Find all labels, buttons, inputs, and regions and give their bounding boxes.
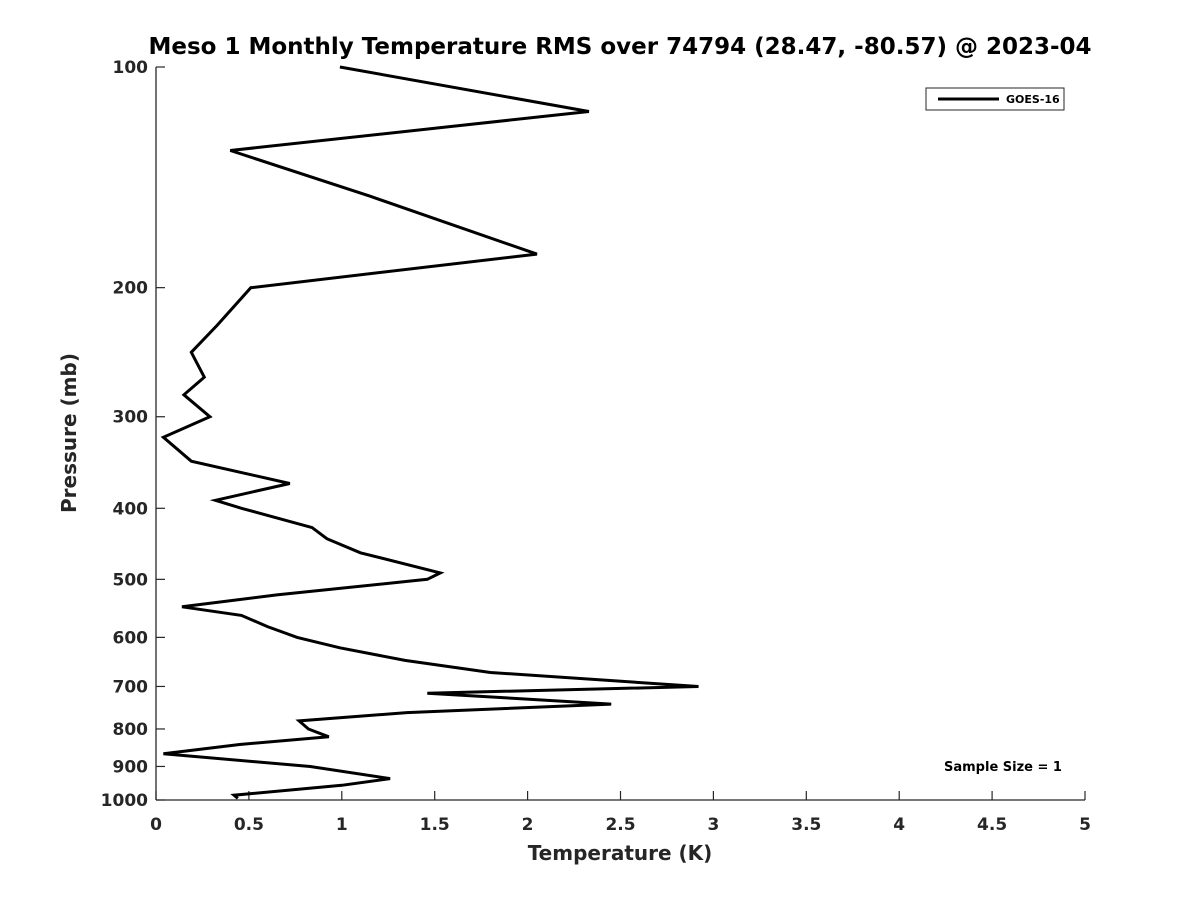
x-tick-label: 0 <box>150 815 162 835</box>
legend: GOES-16 <box>925 87 1065 111</box>
plot-area: 0 0.5 1 1.5 2 2.5 3 3.5 4 4.5 5 100 200 300 400 500 600… <box>101 58 1091 835</box>
y-tick-label: 500 <box>113 570 149 590</box>
series-layer <box>160 65 699 800</box>
y-axis-label: Pressure (mb) <box>57 353 81 513</box>
x-tick-label: 1 <box>336 815 348 835</box>
chart-title: Meso 1 Monthly Temperature RMS over 7479… <box>148 34 1091 60</box>
x-tick-label: 5 <box>1079 815 1091 835</box>
y-tick-label: 900 <box>113 757 149 777</box>
y-ticks: 100 200 300 400 500 600 700 800 900 1000 <box>101 58 165 811</box>
y-tick-label: 1000 <box>101 791 148 811</box>
x-tick-label: 3 <box>707 815 719 835</box>
x-tick-label: 1.5 <box>420 815 450 835</box>
x-axis-label: Temperature (K) <box>528 841 713 865</box>
y-tick-label: 300 <box>113 408 149 428</box>
x-tick-label: 4 <box>893 815 905 835</box>
x-tick-label: 0.5 <box>234 815 264 835</box>
legend-label-goes-16: GOES-16 <box>1006 93 1060 106</box>
x-tick-label: 4.5 <box>977 815 1007 835</box>
series-line-goes-16 <box>160 65 699 800</box>
x-tick-label: 2 <box>522 815 534 835</box>
x-tick-label: 3.5 <box>791 815 821 835</box>
y-tick-label: 800 <box>113 720 149 740</box>
y-tick-label: 100 <box>113 58 149 78</box>
y-tick-label: 700 <box>113 677 149 697</box>
x-ticks: 0 0.5 1 1.5 2 2.5 3 3.5 4 4.5 5 <box>150 791 1091 835</box>
y-tick-label: 600 <box>113 628 149 648</box>
y-tick-label: 400 <box>113 499 149 519</box>
x-tick-label: 2.5 <box>605 815 635 835</box>
sample-size-annotation: Sample Size = 1 <box>944 760 1062 775</box>
y-tick-label: 200 <box>113 279 149 299</box>
